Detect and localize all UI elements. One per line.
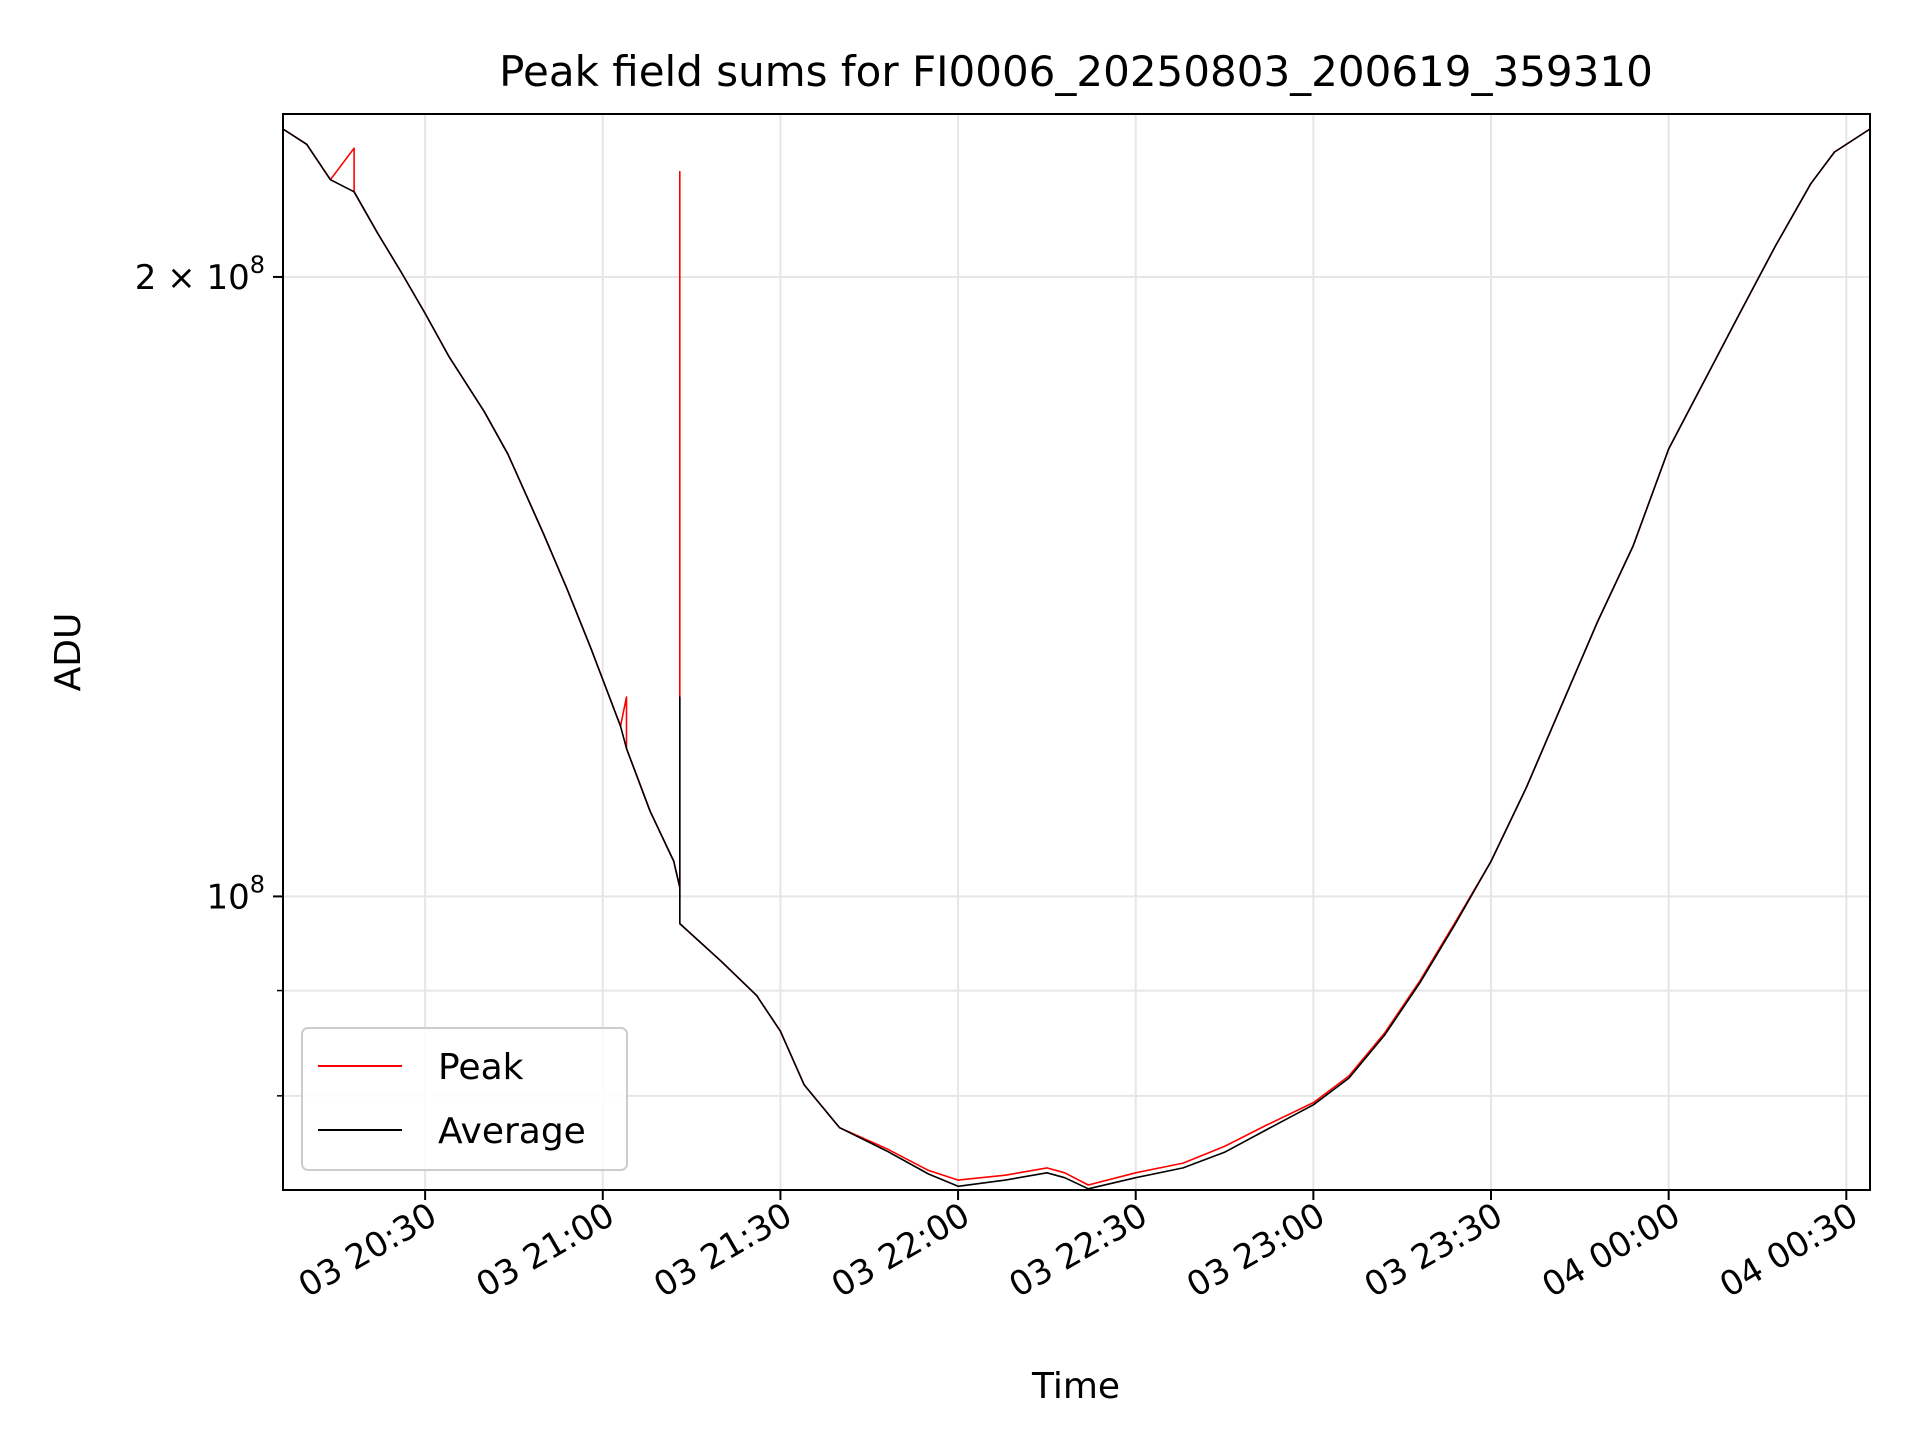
x-axis-label: Time: [1031, 1366, 1120, 1407]
chart-title: Peak field sums for FI0006_20250803_2006…: [499, 47, 1653, 96]
legend-label-peak: Peak: [438, 1047, 524, 1088]
legend-box: [301, 1027, 628, 1171]
y-tick-label: 108: [206, 870, 265, 917]
y-tick-label: 2 × 108: [135, 251, 265, 298]
y-axis-label: ADU: [48, 613, 89, 692]
plot-frame: [282, 113, 1871, 1191]
legend-label-average: Average: [438, 1111, 586, 1152]
y-axis: 108 2 × 108: [135, 251, 283, 1097]
grid: [283, 114, 1870, 1190]
legend: Peak Average: [301, 1027, 628, 1171]
series-line-average: [282, 128, 1871, 1190]
series-layer: [282, 128, 1871, 1190]
